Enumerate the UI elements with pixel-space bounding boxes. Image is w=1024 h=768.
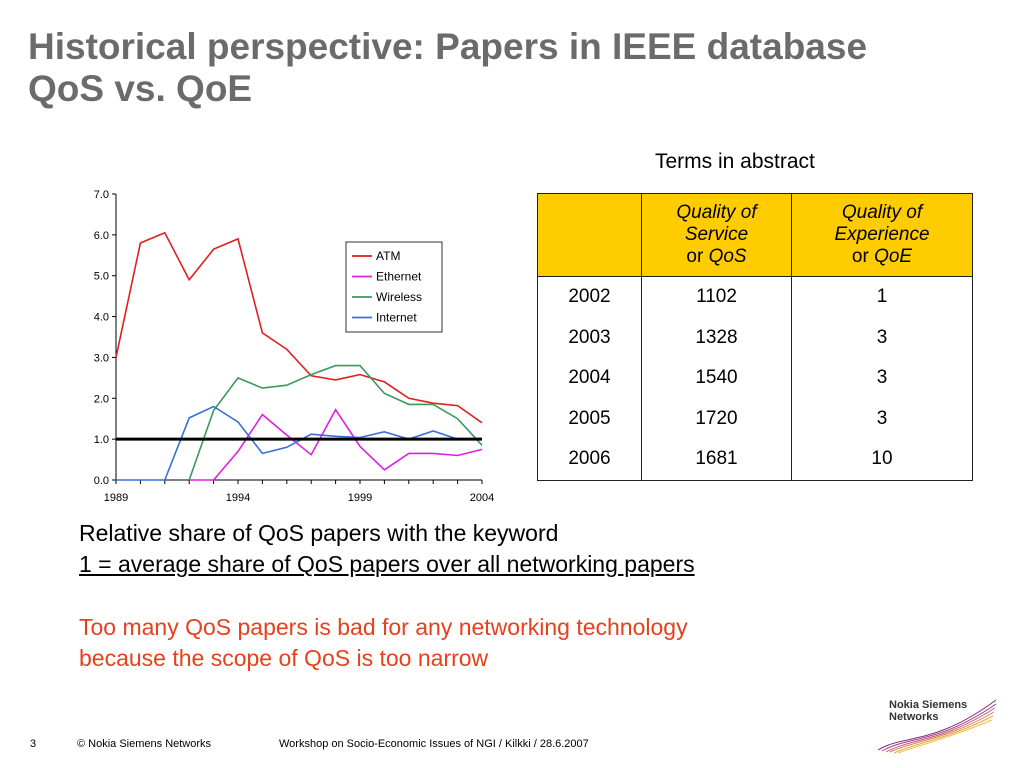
cell-qos: 1720 xyxy=(641,398,792,439)
header-qoe-line2: Experience xyxy=(834,224,930,245)
logo-line1: Nokia Siemens xyxy=(889,699,968,711)
series-line-internet xyxy=(116,405,482,481)
header-qoe-line1: Quality of xyxy=(841,202,923,223)
cell-year: 2005 xyxy=(537,398,642,439)
cell-qos: 1540 xyxy=(641,358,792,399)
conclusion-line1: Too many QoS papers is bad for any netwo… xyxy=(79,614,688,640)
legend-label: ATM xyxy=(376,249,400,263)
table-row: 2002 1102 1 xyxy=(537,276,973,318)
y-tick-label: 1.0 xyxy=(94,434,109,446)
table-header-row: Quality of Service or QoS Quality of Exp… xyxy=(537,193,973,277)
slide-title-line2: QoS vs. QoE xyxy=(28,68,253,109)
footer-copyright: © Nokia Siemens Networks xyxy=(77,738,212,750)
chart-explanation: Relative share of QoS papers with the ke… xyxy=(79,518,695,580)
qos-share-line-chart: 0.0 1.0 2.0 3.0 4.0 5.0 6.0 7.0 1989 1994 1999 2004… xyxy=(94,189,495,504)
nokia-siemens-logo-icon xyxy=(877,699,997,754)
cell-qoe: 1 xyxy=(791,276,973,318)
logo-line2: Networks xyxy=(889,711,939,723)
cell-qoe: 3 xyxy=(791,317,973,358)
conclusion-line2: because the scope of QoS is too narrow xyxy=(79,645,489,671)
header-qos-or: or xyxy=(686,246,704,267)
cell-year: 2002 xyxy=(537,276,642,318)
table-row: 2003 1328 3 xyxy=(537,317,973,358)
x-tick-label: 2004 xyxy=(470,492,494,504)
y-tick-label: 6.0 xyxy=(94,230,109,242)
slide-title: Historical perspective: Papers in IEEE d… xyxy=(28,26,867,110)
cell-qoe: 3 xyxy=(791,398,973,439)
page-number: 3 xyxy=(30,738,37,750)
cell-qos: 1328 xyxy=(641,317,792,358)
cell-year: 2003 xyxy=(537,317,642,358)
cell-qos: 1102 xyxy=(641,276,792,318)
chart-explanation-line1: Relative share of QoS papers with the ke… xyxy=(79,520,559,546)
y-tick-label: 4.0 xyxy=(94,312,109,324)
cell-qoe: 3 xyxy=(791,358,973,399)
header-blank xyxy=(537,193,642,277)
x-tick-label: 1994 xyxy=(226,492,250,504)
y-tick-label: 5.0 xyxy=(94,271,109,283)
table-row: 2006 1681 10 xyxy=(537,439,973,481)
terms-table: Quality of Service or QoS Quality of Exp… xyxy=(537,193,973,481)
y-tick-label: 3.0 xyxy=(94,352,109,364)
header-qoe: Quality of Experience or QoE xyxy=(791,193,973,277)
footer-event: Workshop on Socio-Economic Issues of NGI… xyxy=(279,738,589,750)
table-caption: Terms in abstract xyxy=(655,150,815,173)
legend-label: Ethernet xyxy=(376,270,422,284)
x-tick-label: 1989 xyxy=(104,492,128,504)
header-qos: Quality of Service or QoS xyxy=(641,193,792,277)
y-tick-label: 7.0 xyxy=(94,189,109,201)
header-qoe-or: or xyxy=(851,246,869,267)
legend-label: Wireless xyxy=(376,290,422,304)
x-tick-label: 1999 xyxy=(348,492,372,504)
cell-qoe: 10 xyxy=(791,439,973,481)
slide-title-line1: Historical perspective: Papers in IEEE d… xyxy=(28,26,868,67)
series-line-wireless xyxy=(188,364,483,481)
y-tick-label: 2.0 xyxy=(94,393,109,405)
series-line-ethernet xyxy=(189,408,483,481)
y-tick-label: 0.0 xyxy=(94,475,109,487)
logo-text: Nokia Siemens Networks xyxy=(889,699,967,723)
header-qos-line2: Service xyxy=(684,224,749,245)
conclusion-text: Too many QoS papers is bad for any netwo… xyxy=(79,612,688,674)
cell-qos: 1681 xyxy=(641,439,792,481)
cell-year: 2004 xyxy=(537,358,642,399)
header-qoe-abbr: QoE xyxy=(874,246,913,267)
header-qos-line1: Quality of xyxy=(676,202,757,223)
header-qos-abbr: QoS xyxy=(708,246,747,267)
table-row: 2005 1720 3 xyxy=(537,398,973,439)
series-line-atm xyxy=(115,231,483,424)
legend-label: Internet xyxy=(376,311,417,325)
table-row: 2004 1540 3 xyxy=(537,358,973,399)
chart-explanation-line2: 1 = average share of QoS papers over all… xyxy=(79,551,695,577)
cell-year: 2006 xyxy=(537,439,642,481)
